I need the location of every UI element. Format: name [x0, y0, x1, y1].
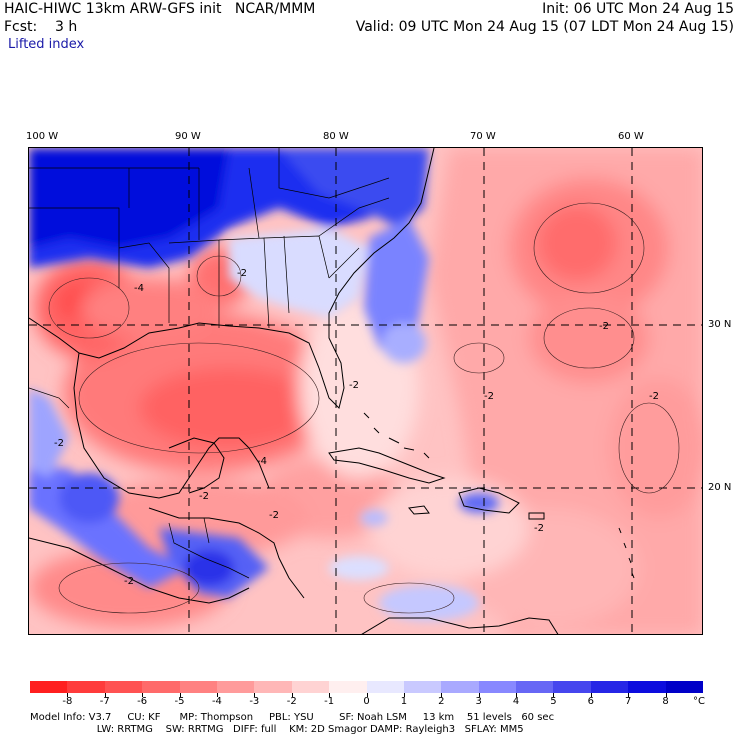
colorbar-tick [104, 693, 106, 697]
colorbar-label: 3 [475, 696, 482, 707]
lon-label-80w: 80 W [323, 131, 349, 142]
colorbar-label: 0 [363, 696, 370, 707]
contour-label: -4 [257, 456, 267, 467]
contour-label: -2 [534, 523, 544, 534]
colorbar-tick [590, 693, 592, 697]
colorbar-swatch [590, 681, 629, 693]
colorbar-swatch [254, 681, 293, 693]
colorbar-label: -1 [324, 696, 335, 707]
lon-label-90w: 90 W [175, 131, 201, 142]
forecast-hour: Fcst: 3 h [4, 19, 78, 35]
colorbar-label: 8 [662, 696, 669, 707]
colorbar-label: -6 [137, 696, 148, 707]
model-info-line1: Model Info: V3.7 CU: KF MP: Thompson PBL… [30, 712, 555, 723]
colorbar-tick [142, 693, 144, 697]
lon-label-60w: 60 W [618, 131, 644, 142]
contour-label: -2 [199, 491, 209, 502]
colorbar-tick [254, 693, 256, 697]
field-stable-regions [29, 148, 499, 621]
lon-label-100w: 100 W [26, 131, 59, 142]
colorbar-swatch [366, 681, 405, 693]
lat-label-20n: 20 N [708, 482, 732, 493]
contour-label: -2 [54, 438, 64, 449]
colorbar-swatch [67, 681, 106, 693]
colorbar-tick [366, 693, 368, 697]
colorbar-tick [403, 693, 405, 697]
colorbar-unit: °C [693, 696, 705, 707]
colorbar-label: -8 [62, 696, 73, 707]
contour-label: -2 [649, 391, 659, 402]
colorbar-swatch [179, 681, 218, 693]
colorbar-swatch [329, 681, 367, 693]
colorbar-label: 7 [625, 696, 632, 707]
valid-time: Valid: 09 UTC Mon 24 Aug 15 (07 LDT Mon … [355, 19, 734, 35]
contour-label: -2 [349, 380, 359, 391]
political-boundaries [29, 148, 390, 579]
colorbar-tick [441, 693, 443, 697]
colorbar-tick [291, 693, 293, 697]
colorbar-swatch [441, 681, 480, 693]
colorbar-label: -4 [211, 696, 222, 707]
contour-label: -2 [124, 576, 134, 587]
colorbar-label: -2 [286, 696, 297, 707]
colorbar-swatch [403, 681, 442, 693]
init-time: Init: 06 UTC Mon 24 Aug 15 [542, 1, 734, 17]
colorbar-label: -3 [249, 696, 260, 707]
colorbar-tick [179, 693, 181, 697]
colorbar-swatch [628, 681, 667, 693]
colorbar-tick [67, 693, 69, 697]
colorbar-swatch [216, 681, 255, 693]
colorbar-swatch [553, 681, 592, 693]
model-info-line2: LW: RRTMG SW: RRTMG DIFF: full KM: 2D Sm… [30, 724, 524, 735]
colorbar-swatch [104, 681, 143, 693]
colorbar-label: 4 [512, 696, 520, 707]
field-name: Lifted index [8, 37, 85, 52]
colorbar-label: -5 [174, 696, 185, 707]
lon-label-70w: 70 W [470, 131, 496, 142]
colorbar-swatch [478, 681, 517, 693]
colorbar-tick [329, 693, 331, 697]
colorbar-swatch [291, 681, 330, 693]
colorbar-swatch [30, 681, 68, 693]
contours [48, 202, 680, 614]
contour-label: -2 [269, 510, 279, 521]
colorbar-tick [216, 693, 218, 697]
colorbar-tick [553, 693, 555, 697]
colorbar-label: 6 [587, 696, 595, 707]
map-svg [29, 148, 702, 634]
colorbar-swatch [142, 681, 181, 693]
colorbar-swatch [665, 681, 704, 693]
colorbar-tick [665, 693, 667, 697]
contour-label: -4 [134, 283, 144, 294]
colorbar-tick [628, 693, 630, 697]
colorbar-label: 5 [550, 696, 557, 707]
contour-label: -2 [484, 391, 494, 402]
colorbar-swatch [516, 681, 554, 693]
colorbar-label: -7 [99, 696, 110, 707]
contour-label: -2 [237, 268, 247, 279]
model-title: HAIC-HIWC 13km ARW-GFS init NCAR/MMM [4, 1, 316, 17]
colorbar-tick [516, 693, 518, 697]
contour-label: -2 [599, 321, 609, 332]
lat-label-30n: 30 N [708, 319, 732, 330]
lat-lon-grid [29, 148, 702, 634]
colorbar-label: 1 [400, 696, 408, 707]
colorbar-label: 2 [438, 696, 445, 707]
colorbar-tick [478, 693, 480, 697]
lifted-index-map: -2 -4 -2 -2 -2 -4 -2 -2 -2 -2 -2 -2 [28, 147, 703, 635]
